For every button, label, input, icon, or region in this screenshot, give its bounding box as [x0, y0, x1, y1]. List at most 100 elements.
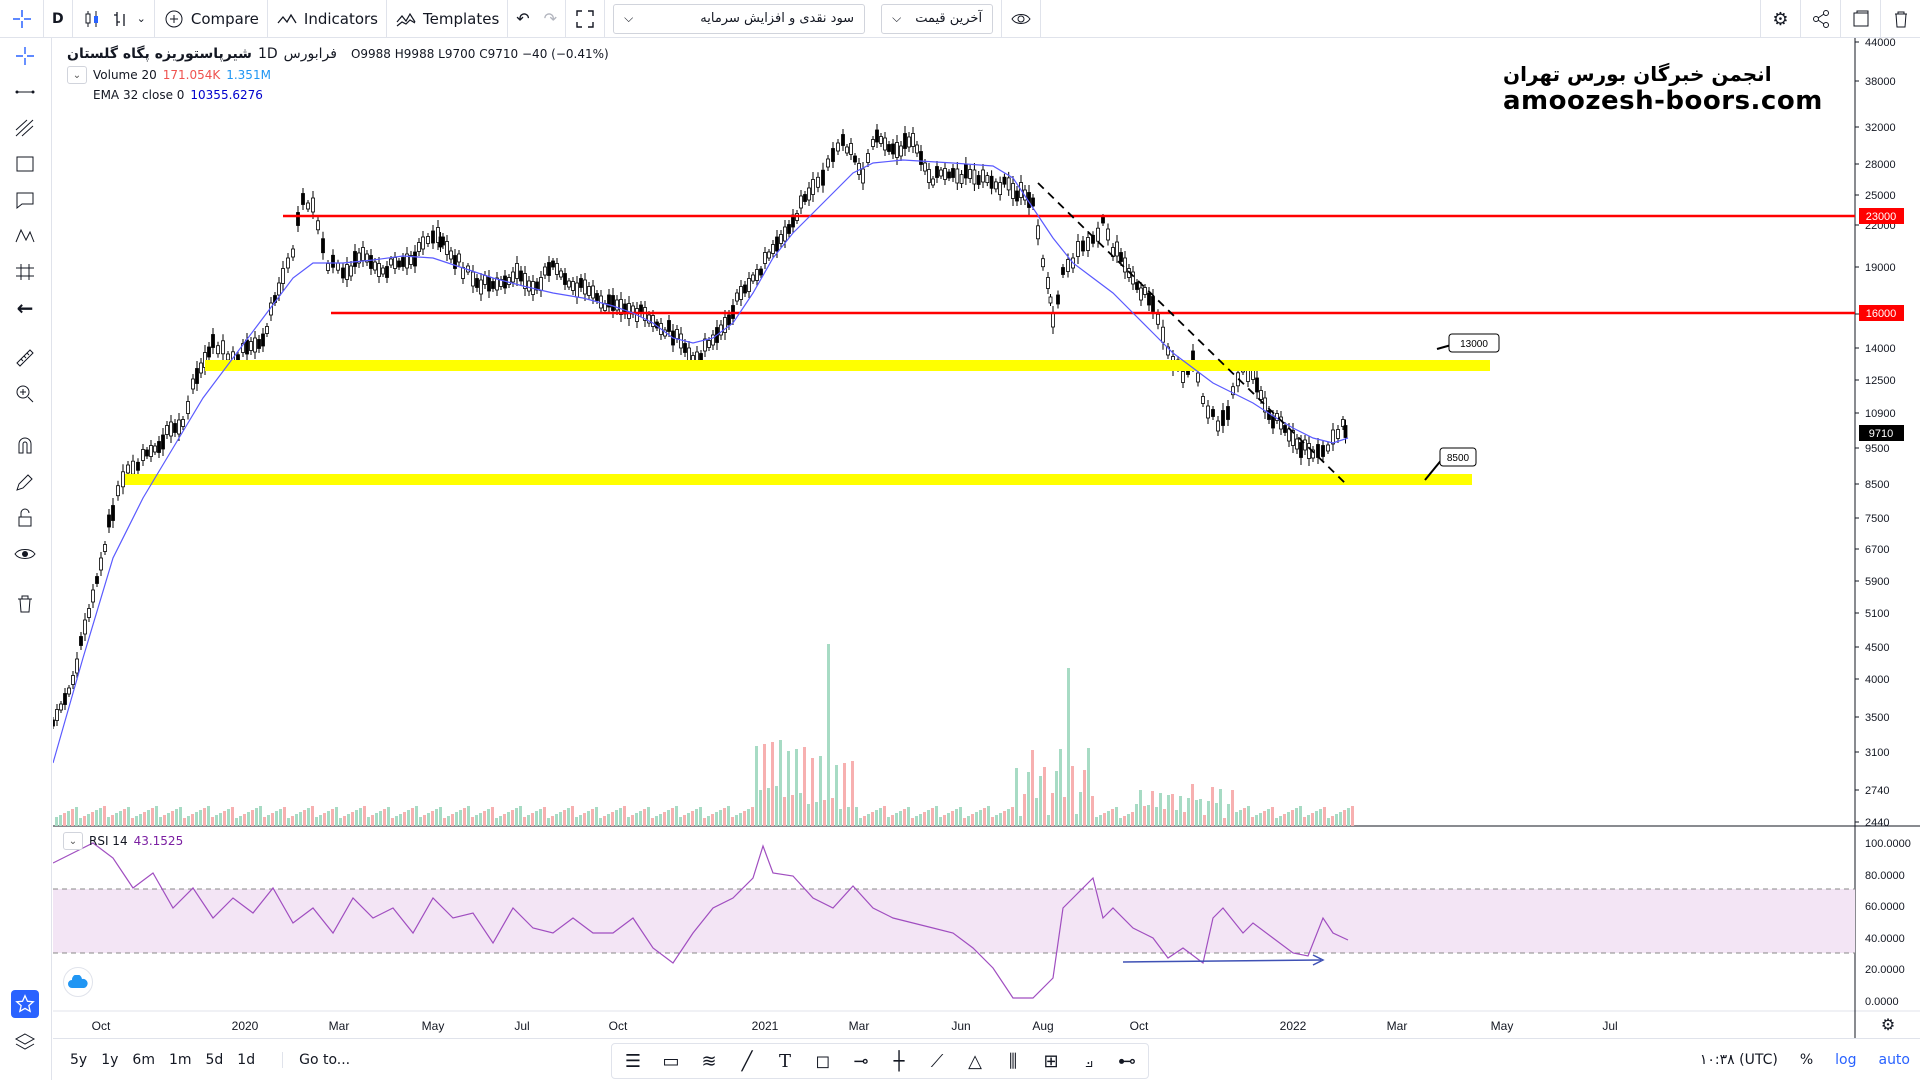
downtrend-line[interactable] [1037, 182, 1347, 485]
compare-button[interactable]: Compare [155, 0, 268, 38]
volume-bar [1087, 748, 1090, 826]
ruler-icon[interactable] [11, 344, 39, 372]
candle-body [326, 263, 330, 271]
auto-toggle[interactable]: auto [1878, 1052, 1910, 1068]
volume-bar [319, 815, 322, 826]
hline-icon[interactable]: ⊷ [1118, 1050, 1136, 1072]
volume-bar [815, 802, 818, 826]
rsi-tick: 80.0000 [1865, 870, 1905, 882]
collapse-legend-button[interactable]: ⌄ [67, 66, 87, 84]
snapshot-button[interactable] [1840, 0, 1880, 38]
candle-body [436, 227, 440, 243]
cloud-logo-icon[interactable] [63, 967, 93, 997]
brush-icon[interactable]: ⟓ [1084, 1050, 1094, 1072]
undo-icon[interactable]: ↶ [516, 9, 530, 28]
frame-icon[interactable]: ⊞ [1043, 1050, 1059, 1072]
clock[interactable]: ۱۰:۳۸ (UTC) [1699, 1052, 1778, 1068]
trend-line-icon[interactable] [11, 78, 39, 106]
range-1d[interactable]: 1d [237, 1051, 256, 1068]
ray-icon[interactable]: ⟋ [930, 1050, 944, 1072]
range-1y[interactable]: 1y [101, 1051, 119, 1068]
symbol-name[interactable]: شیرپاستوریزه پگاه گلستان [67, 46, 252, 62]
chart-area[interactable]: 13000 8500 44000 38000 32000 28000 25000 2200… [51, 37, 1920, 1038]
price-select[interactable]: ⌵ آخرین قیمت [881, 3, 994, 34]
text-icon[interactable]: T [778, 1050, 791, 1072]
crosshair-icon[interactable] [0, 0, 44, 38]
line-icon[interactable]: ╱ [741, 1050, 753, 1072]
range-5d[interactable]: 5d [205, 1051, 224, 1068]
volume-bar [675, 806, 678, 826]
volume-bar [1019, 816, 1022, 826]
annotation-icon[interactable] [11, 186, 39, 214]
triangle-icon[interactable]: △ [968, 1050, 982, 1072]
candle-body [1259, 390, 1263, 400]
volume-bar [907, 807, 910, 826]
support-zone-13000[interactable] [205, 360, 1490, 371]
rsi-legend-name[interactable]: RSI 14 [89, 834, 128, 848]
star-icon[interactable] [11, 990, 39, 1018]
volume-bar [627, 817, 630, 826]
candle-body [871, 139, 875, 147]
lock-icon[interactable] [11, 504, 39, 532]
callout-icon[interactable]: ◻ [815, 1050, 831, 1072]
interval-button[interactable]: D [44, 0, 73, 38]
percent-toggle[interactable]: % [1799, 1052, 1814, 1068]
candle-body [951, 168, 955, 178]
volume-bar [1343, 810, 1346, 826]
chart-canvas[interactable]: 13000 8500 44000380003200028000250002200… [51, 37, 1920, 1038]
magnet-icon[interactable] [11, 432, 39, 460]
dividend-select[interactable]: ⌵ سود نقدی و افزایش سرمایه [613, 3, 866, 34]
delete-button[interactable] [1880, 0, 1920, 38]
range-6m[interactable]: 6m [132, 1051, 155, 1068]
rectangle-icon[interactable]: ▭ [662, 1050, 680, 1072]
share-button[interactable] [1800, 0, 1840, 38]
zoom-in-icon[interactable] [11, 380, 39, 408]
candle-body [543, 266, 547, 276]
cross-line-icon[interactable]: ┼ [893, 1050, 905, 1072]
price-marker-16000-text: 16000 [1866, 308, 1897, 320]
candle-body [186, 401, 190, 414]
support-zone-8500[interactable] [125, 474, 1472, 485]
templates-button[interactable]: Templates [387, 0, 509, 38]
horizontal-lines-icon[interactable]: ☰ [624, 1050, 642, 1072]
settings-button[interactable]: ⚙ [1760, 0, 1800, 38]
arrow-left-icon[interactable]: ← [16, 296, 34, 320]
pattern-icon[interactable] [11, 222, 39, 250]
indicators-button[interactable]: Indicators [268, 0, 387, 38]
prediction-icon[interactable] [11, 258, 39, 286]
log-toggle[interactable]: log [1835, 1052, 1857, 1068]
collapse-rsi-button[interactable]: ⌄ [63, 832, 83, 850]
volume-bar [1151, 791, 1154, 826]
volume-bar [1027, 772, 1030, 826]
layers-icon[interactable] [11, 1028, 39, 1056]
goto-button[interactable]: Go to... [282, 1051, 350, 1068]
redo-icon[interactable]: ↷ [543, 9, 558, 28]
eye-icon[interactable] [11, 540, 39, 568]
range-5y[interactable]: 5y [70, 1051, 88, 1068]
rectangle-icon[interactable] [11, 150, 39, 178]
change-value: −40 (−0.41%) [522, 47, 609, 61]
pitchfork-icon[interactable] [11, 114, 39, 142]
rsi-divergence-line[interactable] [1122, 959, 1322, 963]
cursor-cross-icon[interactable] [11, 42, 39, 70]
chart-style-button[interactable]: ⌄ [73, 0, 155, 38]
rsi-axis[interactable]: 100.0000 80.0000 60.0000 40.0000 20.0000 0.00… [1865, 838, 1911, 1008]
volume-bar [683, 815, 686, 826]
trash-icon[interactable] [11, 590, 39, 618]
range-1m[interactable]: 1m [168, 1051, 192, 1068]
measure-icon[interactable]: ⫼ [1008, 1050, 1018, 1072]
volume-legend-name[interactable]: Volume 20 [93, 68, 157, 82]
gear-icon[interactable]: ⚙ [1881, 1017, 1895, 1034]
fullscreen-button[interactable] [566, 0, 606, 38]
ema-legend-name[interactable]: EMA 32 close 0 [93, 88, 185, 102]
volume-bar [579, 815, 582, 826]
candle-body [615, 299, 619, 311]
eye-button[interactable] [1001, 0, 1042, 38]
pencil-lock-icon[interactable] [11, 468, 39, 496]
indicators-label: Indicators [303, 9, 378, 28]
time-axis[interactable]: Oct 2020 Mar May Jul Oct 2021 Mar Jun Aug Oct 2022 M… [92, 1019, 1618, 1033]
fib-icon[interactable]: ≋ [701, 1050, 717, 1072]
callout-13000[interactable]: 13000 [1436, 333, 1500, 353]
callout-8500[interactable]: 8500 [1424, 447, 1477, 481]
horizontal-ray-icon[interactable]: ⊸ [853, 1050, 869, 1072]
